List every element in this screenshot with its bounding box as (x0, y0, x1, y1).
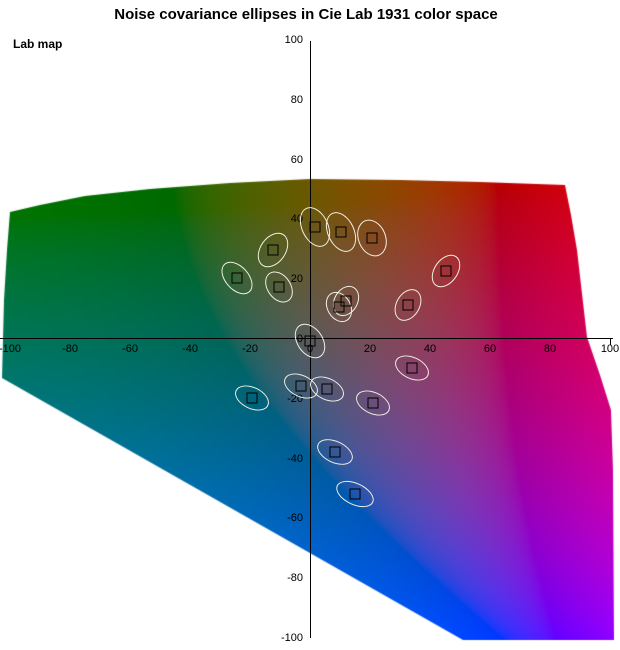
x-tick-label: -100 (0, 343, 22, 355)
x-tick-label: 80 (543, 343, 557, 355)
data-point-square (231, 272, 243, 284)
y-tick-label: 60 (290, 153, 303, 166)
x-tick-label: 40 (423, 343, 437, 355)
x-tick-label: 60 (483, 343, 497, 355)
x-tick-label: 20 (363, 343, 377, 355)
y-tick-label: 20 (290, 273, 303, 286)
y-tick-label: -80 (287, 572, 303, 585)
data-point-square (366, 232, 378, 244)
data-point-square (267, 244, 279, 256)
data-point-square (340, 295, 352, 307)
data-point-square (406, 362, 418, 374)
x-tick-label: 0 (306, 343, 314, 355)
data-point-square (333, 301, 345, 313)
x-tick-label: -60 (122, 343, 138, 355)
data-point-square (329, 446, 341, 458)
data-point-square (335, 226, 347, 238)
x-tick-label: -40 (182, 343, 198, 355)
data-point-square (304, 335, 316, 347)
data-point-square (246, 392, 258, 404)
data-point-square (309, 221, 321, 233)
y-tick-label: -40 (287, 452, 303, 465)
y-tick-label: -100 (280, 632, 303, 644)
data-point-square (273, 281, 285, 293)
y-tick-label: 0 (296, 333, 303, 345)
data-point-square (349, 488, 361, 500)
x-axis-end-tick (610, 338, 611, 345)
data-point-square (402, 299, 414, 311)
data-point-square (295, 380, 307, 392)
y-tick-label: 80 (290, 93, 303, 106)
x-tick-label: -80 (62, 343, 78, 355)
x-axis-line (0, 338, 613, 339)
chart-title: Noise covariance ellipses in Cie Lab 193… (114, 6, 498, 23)
y-tick-label: -20 (287, 392, 303, 405)
y-axis-line (310, 41, 311, 638)
x-tick-label: -20 (242, 343, 258, 355)
x-tick-label: 100 (600, 343, 620, 355)
y-tick-label: 100 (284, 34, 303, 46)
map-corner-label: Lab map (13, 37, 63, 51)
data-point-square (440, 265, 452, 277)
y-tick-label: 40 (290, 213, 303, 226)
y-tick-label: -60 (287, 512, 303, 525)
data-point-square (367, 397, 379, 409)
data-point-square (321, 383, 333, 395)
